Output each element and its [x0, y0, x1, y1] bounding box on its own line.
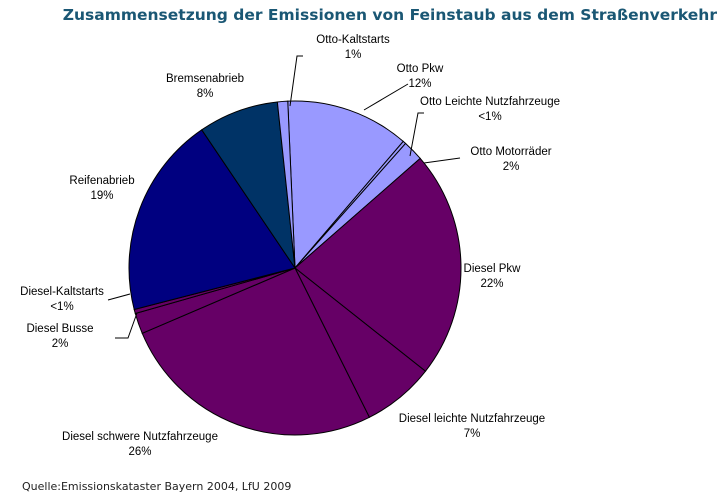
slice-value-label: 19% — [90, 190, 113, 202]
slice-label: Reifenabrieb — [69, 175, 134, 187]
slice-label: Diesel Busse — [26, 323, 93, 335]
slice-value-label: <1% — [50, 301, 73, 313]
slice-label: Diesel leichte Nutzfahrzeuge — [399, 413, 545, 425]
slice-label: Otto-Kaltstarts — [316, 34, 390, 46]
slice-label: Diesel-Kaltstarts — [20, 286, 104, 298]
slice-label: Otto Leichte Nutzfahrzeuge — [420, 96, 560, 108]
slice-value-label: 2% — [503, 161, 520, 173]
slice-label: Otto Motorräder — [470, 146, 551, 158]
slice-value-label: 1% — [345, 49, 362, 61]
leader-line — [423, 157, 461, 164]
pie-slice-otto-kaltstarts — [276, 100, 296, 269]
slice-value-label: 7% — [464, 428, 481, 440]
slice-value-label: <1% — [478, 111, 501, 123]
slice-label: Bremsenabrieb — [166, 73, 244, 85]
slice-value-label: 26% — [128, 446, 151, 458]
slice-value-label: 22% — [480, 278, 503, 290]
slice-label: Diesel Pkw — [464, 263, 522, 275]
slice-label: Diesel schwere Nutzfahrzeuge — [62, 431, 218, 443]
leader-line — [363, 83, 409, 111]
slice-label: Otto Pkw — [397, 63, 444, 75]
slice-value-label: 2% — [52, 338, 69, 350]
leader-line — [115, 312, 138, 339]
leader-line — [289, 55, 303, 107]
pie-slice-diesel-schwere-nutzfahrzeuge — [141, 267, 371, 436]
slice-value-label: 8% — [197, 88, 214, 100]
leader-line — [107, 293, 131, 301]
pie-slice-otto-pkw — [287, 100, 404, 270]
slice-value-label: 12% — [408, 78, 431, 90]
source-note: Quelle:Emissionskataster Bayern 2004, Lf… — [22, 480, 292, 493]
chart-title: Zusammensetzung der Emissionen von Feins… — [62, 6, 717, 24]
pie-slice-diesel-pkw — [294, 157, 462, 372]
leader-line — [409, 112, 424, 157]
pie-slice-reifenabrieb — [128, 129, 296, 311]
